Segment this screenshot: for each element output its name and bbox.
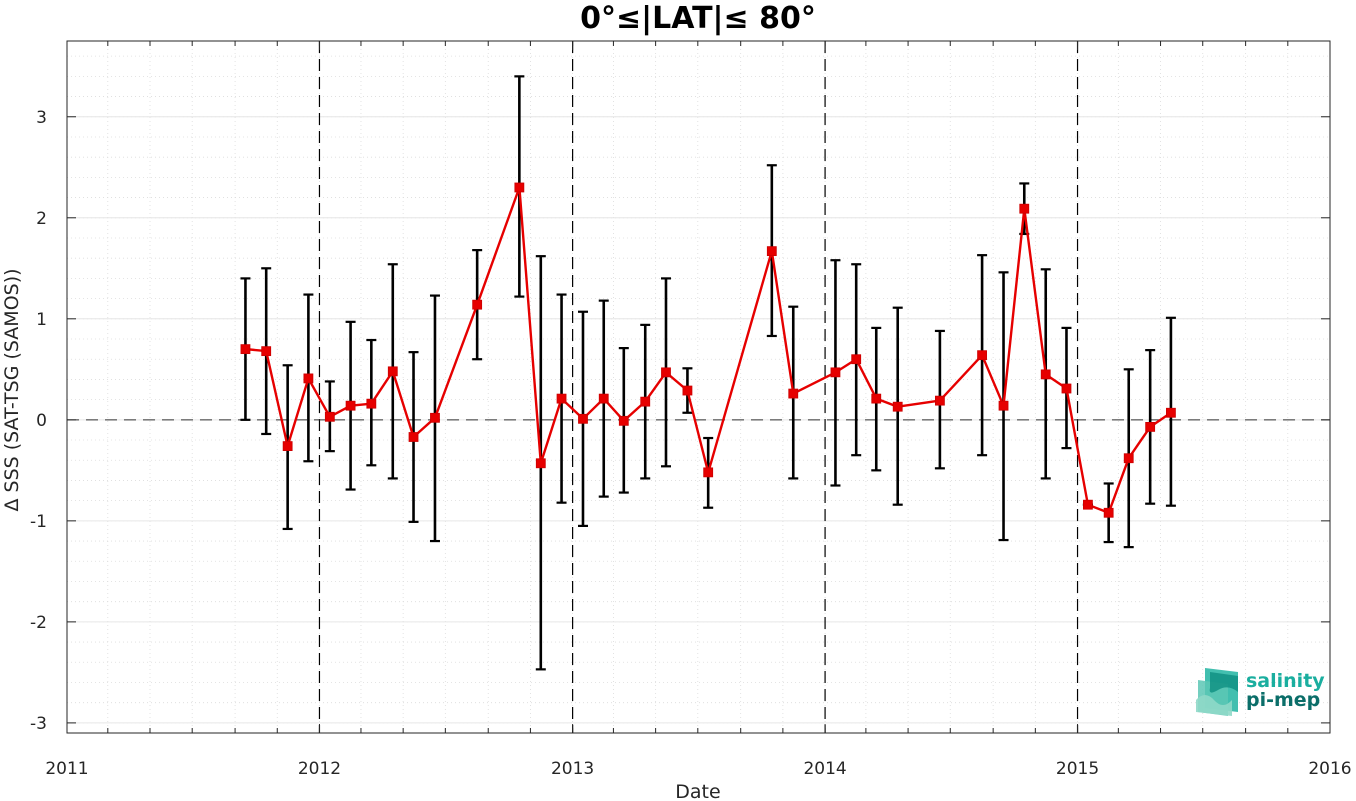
x-tick-label: 2012 xyxy=(298,759,341,779)
data-point xyxy=(1019,203,1030,214)
axis-ticks xyxy=(66,41,1331,733)
data-point xyxy=(472,299,483,310)
y-tick-label: 3 xyxy=(36,108,47,128)
data-point xyxy=(998,400,1009,411)
salinity-pi-mep-logo: salinity pi-mep xyxy=(1196,668,1325,716)
y-tick-label: -2 xyxy=(30,613,47,633)
x-tick-label: 2015 xyxy=(1056,759,1099,779)
y-axis-label: Δ SSS (SAT-TSG (SAMOS)) xyxy=(1,268,23,511)
data-point xyxy=(408,432,419,442)
data-point xyxy=(703,467,714,478)
y-tick-label: 0 xyxy=(36,411,47,431)
data-point xyxy=(1103,507,1114,518)
data-points xyxy=(240,182,1176,518)
data-point xyxy=(345,400,356,411)
data-point xyxy=(430,412,440,423)
y-tick-label: -1 xyxy=(30,512,47,532)
logo-text-salinity: salinity xyxy=(1246,670,1325,692)
data-point xyxy=(1061,383,1072,394)
x-tick-label: 2013 xyxy=(551,759,594,779)
data-point xyxy=(535,458,546,469)
data-point xyxy=(934,395,945,406)
data-point xyxy=(766,246,777,257)
chart-title: 0°≤|LAT|≤ 80° xyxy=(580,1,816,36)
data-point xyxy=(556,393,567,404)
data-point xyxy=(830,367,841,378)
y-tick-label: 1 xyxy=(36,310,47,330)
x-tick-label: 2014 xyxy=(803,759,846,779)
y-tick-label: -3 xyxy=(30,714,47,734)
data-point xyxy=(1083,499,1093,510)
x-tick-labels: 2011 2012 2013 2014 2015 2016 xyxy=(45,759,1351,779)
waves-cube-icon xyxy=(1196,668,1238,716)
data-point xyxy=(871,393,882,404)
data-point xyxy=(618,415,629,426)
data-point xyxy=(851,354,862,365)
data-point xyxy=(682,385,693,396)
data-point xyxy=(1040,369,1051,380)
data-point xyxy=(661,367,671,378)
data-point xyxy=(598,393,609,404)
data-point xyxy=(324,411,335,422)
data-point xyxy=(1123,453,1134,464)
data-point xyxy=(282,441,293,451)
data-point xyxy=(387,366,398,377)
grid xyxy=(67,41,1330,733)
x-tick-label: 2011 xyxy=(45,759,88,779)
y-tick-label: 2 xyxy=(36,209,47,229)
reference-lines xyxy=(67,41,1330,733)
data-point xyxy=(514,182,525,193)
data-point xyxy=(240,344,251,355)
plot-frame xyxy=(66,40,1331,734)
x-tick-label: 2016 xyxy=(1308,759,1351,779)
data-point xyxy=(892,401,903,412)
data-point xyxy=(578,413,588,424)
series-line xyxy=(245,186,1172,514)
data-point xyxy=(788,388,799,399)
y-tick-labels: -3 -2 -1 0 1 2 3 xyxy=(30,108,47,734)
data-point xyxy=(261,346,272,357)
data-point xyxy=(1166,407,1176,418)
logo-text-pi-mep: pi-mep xyxy=(1246,689,1320,711)
data-point xyxy=(1145,422,1156,432)
series-polyline xyxy=(245,186,1172,514)
x-axis-label: Date xyxy=(675,781,720,801)
data-point xyxy=(640,396,651,407)
data-point xyxy=(977,350,987,361)
data-point xyxy=(303,373,314,384)
data-point xyxy=(366,398,377,409)
